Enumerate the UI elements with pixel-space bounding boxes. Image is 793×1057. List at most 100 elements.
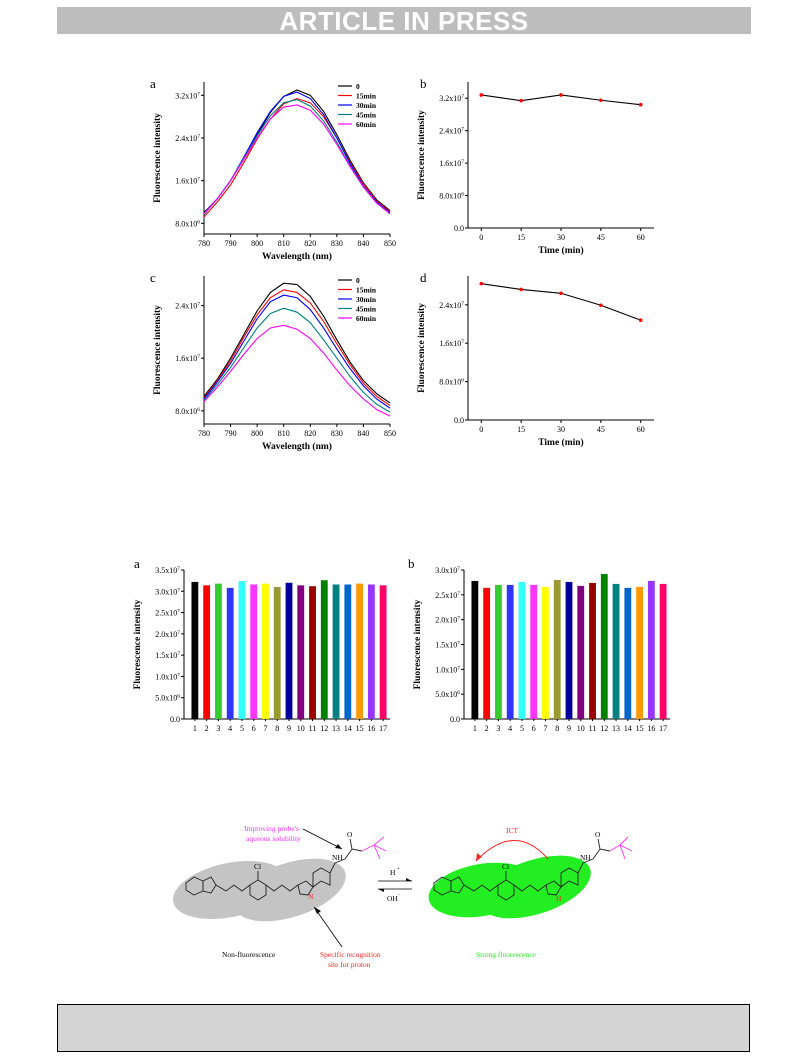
x-tick-label: 11: [589, 724, 597, 733]
chart-fig2-panel-a: a 0.0 5.0x106 1.0x107 1.5x107 2.0x107 2.5x107 3…: [133, 556, 390, 733]
x-tick-label: 60: [637, 425, 645, 434]
y-tick-label: 1.6x107: [439, 339, 464, 348]
recognition-label-1: Specific recognition: [320, 950, 381, 959]
x-tick-label: 790: [225, 429, 237, 438]
y-tick-label: 2.4x107: [175, 302, 200, 311]
y-tick-label: 0.0: [454, 416, 464, 425]
bar: [553, 579, 561, 719]
y-tick-label: 2.5x107: [155, 609, 180, 618]
base-label: OH: [387, 894, 398, 903]
strong-fluor-label: Strong fluorescence: [476, 950, 536, 959]
x-tick-label: 1: [473, 724, 477, 733]
bar: [589, 582, 596, 719]
y-tick-label: 1.6x107: [439, 159, 464, 168]
chart-fig1-panel-d: d 0.0 8.0x106 1.6x107 2.4x107 Fluorescence in…: [417, 270, 654, 448]
series-line-60min: [203, 104, 391, 215]
x-tick-label: 6: [252, 724, 256, 733]
data-point: [638, 318, 643, 322]
data-point: [519, 98, 523, 103]
y-tick-label: 8.0x106: [439, 192, 464, 201]
x-tick-label: 780: [198, 429, 210, 438]
x-tick-label: 15: [517, 425, 525, 434]
legend-label: 30min: [356, 295, 377, 304]
y-tick-label: 1.6x107: [175, 354, 200, 363]
equilibrium-arrows: [378, 880, 412, 890]
x-tick-label: 30: [557, 425, 565, 434]
bar: [577, 585, 585, 719]
x-tick-label: 15: [356, 724, 364, 733]
y-tick-label: 0.0: [454, 224, 464, 233]
y-tick-label: 2.0x107: [435, 616, 460, 625]
bar: [203, 585, 211, 719]
article-in-press-banner: ARTICLE IN PRESS: [57, 7, 751, 35]
x-tick-label: 15: [636, 724, 644, 733]
molecule-right-structure: [433, 838, 611, 901]
cl-label-right: Cl: [502, 862, 509, 871]
x-tick-label: 840: [357, 429, 369, 438]
x-tick-label: 1: [193, 724, 197, 733]
y-tick-label: 3.2x107: [175, 91, 200, 100]
y-tick-label: 5.0x106: [435, 690, 460, 699]
nonfluor-label: Non-fluorescence: [222, 950, 276, 959]
ammonium-group-right: [609, 836, 633, 860]
data-point: [559, 93, 563, 97]
n-label-left-red: N: [308, 892, 314, 901]
bar: [250, 584, 258, 719]
x-tick-label: 790: [225, 239, 237, 248]
series-line-45min: [203, 307, 391, 413]
x-tick-label: 850: [384, 239, 396, 248]
bar: [309, 586, 316, 719]
solubility-arrow: [302, 828, 343, 850]
data-point: [479, 93, 484, 97]
y-tick-label: 1.5x107: [435, 641, 460, 650]
data-point: [559, 291, 563, 296]
nh-label-left: NH: [332, 853, 343, 862]
y-tick-label: 2.5x107: [435, 591, 460, 600]
x-tick-label: 9: [287, 724, 291, 733]
x-tick-label: 5: [520, 724, 524, 733]
x-tick-label: 4: [508, 724, 512, 733]
x-tick-label: 2: [485, 724, 489, 733]
data-point: [599, 98, 603, 103]
x-tick-label: 12: [320, 724, 328, 733]
x-tick-label: 17: [659, 724, 667, 733]
y-tick-label: 3.0x107: [155, 587, 180, 596]
panel-letter: b: [408, 556, 415, 571]
x-tick-label: 17: [379, 724, 387, 733]
x-tick-label: 10: [297, 724, 305, 733]
y-tick-label: 3.2x107: [439, 94, 464, 103]
x-axis-title: Time (min): [538, 245, 583, 256]
y-tick-label: 2.4x107: [439, 301, 464, 310]
legend-label: 45min: [356, 111, 377, 120]
x-tick-label: 2: [205, 724, 209, 733]
o-label-right: O: [595, 830, 601, 839]
y-tick-label: 1.5x107: [155, 651, 180, 660]
x-tick-label: 45: [597, 233, 605, 242]
chart-fig1-panel-c: c 8.0x106 1.6x107 2.4x107 Fluorescence inten…: [150, 270, 396, 452]
x-tick-label: 850: [384, 429, 396, 438]
y-tick-label: 1.6x107: [175, 177, 200, 186]
x-tick-label: 810: [278, 239, 290, 248]
series-line-30min: [203, 294, 391, 409]
series-line-15min: [203, 289, 391, 407]
x-axis-title: Wavelength (nm): [262, 251, 332, 262]
x-tick-label: 6: [532, 724, 536, 733]
bar: [506, 584, 514, 719]
ict-arrow: [475, 840, 549, 862]
bar: [367, 584, 375, 719]
ict-label: ICT: [506, 826, 519, 835]
legend-label: 0: [356, 276, 360, 285]
bar: [356, 583, 363, 719]
x-tick-label: 3: [216, 724, 220, 733]
bar: [624, 587, 632, 719]
x-tick-label: 780: [198, 239, 210, 248]
x-tick-label: 4: [228, 724, 232, 733]
y-tick-label: 2.4x107: [439, 127, 464, 136]
y-tick-label: 1.0x107: [155, 672, 180, 681]
y-axis-title: Fluorescence intensity: [133, 599, 143, 689]
x-tick-label: 8: [275, 724, 279, 733]
bar: [273, 587, 281, 719]
nonfluor-lobe-right: [234, 858, 346, 922]
panel-letter: a: [150, 76, 156, 91]
bar: [495, 584, 502, 719]
